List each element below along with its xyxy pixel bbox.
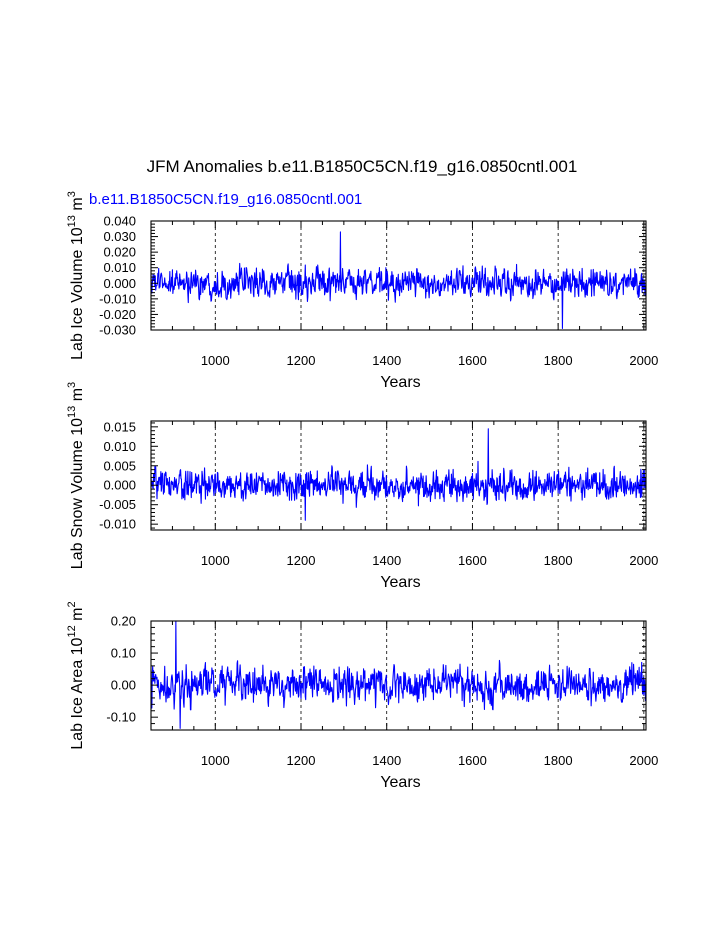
y-tick-label: 0.005 <box>103 458 136 473</box>
panel-lab-ice-area: 1000 1200 1400 1600 1800 2000 -0.10 0.00 0.10 0.2… <box>66 601 658 791</box>
y-tick-label: 0.040 <box>103 214 136 229</box>
panel-lab-ice-volume: 1000 1200 1400 1600 1800 2000 -0.030-0.020-0.0… <box>66 191 658 391</box>
y-axis-label: Lab Ice Volume 1013 m3 <box>66 191 86 360</box>
x-tick-label: 1400 <box>372 753 401 768</box>
y-tick-label: -0.020 <box>99 307 136 322</box>
y-tick-label: 0.000 <box>103 478 136 493</box>
y-tick-label: 0.00 <box>111 678 136 693</box>
y-tick-label: 0.20 <box>111 614 136 629</box>
y-tick-label: 0.030 <box>103 229 136 244</box>
series-line-lab-snow-volume <box>150 428 647 521</box>
x-tick-label: 1600 <box>458 353 487 368</box>
x-tick-label: 1800 <box>544 553 573 568</box>
y-tick-label: 0.010 <box>103 260 136 275</box>
series-subtitle: b.e11.B1850C5CN.f19_g16.0850cntl.001 <box>89 191 362 208</box>
series-line-lab-ice-volume <box>150 231 647 329</box>
y-tick-label: -0.005 <box>99 497 136 512</box>
x-tick-label: 1400 <box>372 553 401 568</box>
y-tick-label: -0.030 <box>99 323 136 338</box>
y-axis-label: Lab Snow Volume 1013 m3 <box>66 382 86 569</box>
x-tick-label: 1600 <box>458 553 487 568</box>
x-axis-label: Years <box>380 574 420 591</box>
series-line-lab-ice-area <box>150 620 647 729</box>
x-tick-label: 1400 <box>372 353 401 368</box>
x-tick-label: 1000 <box>201 353 230 368</box>
figure-title: JFM Anomalies b.e11.B1850C5CN.f19_g16.08… <box>147 157 578 176</box>
y-tick-label: 0.000 <box>103 276 136 291</box>
x-tick-label: 2000 <box>629 353 658 368</box>
y-tick-label: -0.010 <box>99 517 136 532</box>
x-tick-label: 2000 <box>629 753 658 768</box>
x-axis-label: Years <box>380 774 420 791</box>
panel-lab-snow-volume: 1000 1200 1400 1600 1800 2000 -0.010 -0.005 0.00… <box>66 382 658 591</box>
y-tick-label: 0.10 <box>111 646 136 661</box>
y-tick-label: -0.010 <box>99 291 136 306</box>
y-tick-label: 0.015 <box>103 419 136 434</box>
y-axis-label: Lab Ice Area 1012 m2 <box>66 601 86 749</box>
x-axis-label: Years <box>380 374 420 391</box>
x-tick-label: 2000 <box>629 553 658 568</box>
x-tick-label: 1200 <box>287 753 316 768</box>
x-tick-label: 1200 <box>287 353 316 368</box>
x-tick-label: 1000 <box>201 753 230 768</box>
x-tick-label: 1000 <box>201 553 230 568</box>
y-tick-label: -0.10 <box>106 710 136 725</box>
plot-frame <box>150 220 647 331</box>
x-tick-label: 1200 <box>287 553 316 568</box>
y-tick-label: 0.010 <box>103 439 136 454</box>
x-tick-label: 1800 <box>544 353 573 368</box>
x-tick-label: 1800 <box>544 753 573 768</box>
x-tick-label: 1600 <box>458 753 487 768</box>
plot-frame <box>150 620 647 731</box>
plot-frame <box>150 420 647 531</box>
y-tick-label: 0.020 <box>103 245 136 260</box>
